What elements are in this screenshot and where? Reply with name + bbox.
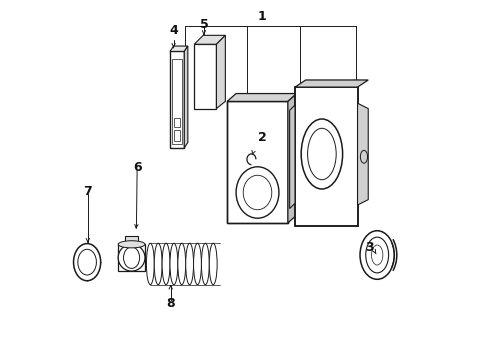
Bar [174, 130, 180, 141]
Ellipse shape [147, 243, 154, 285]
Ellipse shape [360, 231, 394, 279]
Text: 1: 1 [258, 10, 267, 23]
Polygon shape [194, 35, 225, 44]
Bar [295, 87, 358, 226]
Polygon shape [170, 46, 188, 51]
Text: 5: 5 [199, 18, 208, 31]
Text: 3: 3 [365, 241, 374, 255]
Polygon shape [290, 105, 295, 208]
Ellipse shape [118, 244, 145, 271]
Polygon shape [227, 102, 288, 223]
Ellipse shape [118, 241, 145, 248]
Ellipse shape [178, 243, 186, 285]
Bar [174, 118, 180, 127]
Text: 6: 6 [133, 161, 142, 174]
Ellipse shape [194, 243, 201, 285]
Ellipse shape [201, 243, 209, 285]
Bar [227, 102, 288, 223]
Polygon shape [295, 87, 358, 226]
Bar [172, 59, 182, 144]
Polygon shape [184, 46, 188, 148]
Polygon shape [288, 94, 297, 223]
Ellipse shape [162, 243, 170, 285]
Ellipse shape [209, 243, 217, 285]
Ellipse shape [74, 244, 100, 281]
Text: 2: 2 [258, 131, 267, 144]
Polygon shape [217, 35, 225, 109]
Ellipse shape [154, 243, 162, 285]
Ellipse shape [170, 243, 178, 285]
Text: 7: 7 [83, 185, 92, 198]
Polygon shape [358, 103, 368, 205]
Polygon shape [227, 94, 297, 102]
Polygon shape [118, 244, 145, 271]
Text: 8: 8 [167, 297, 175, 310]
Polygon shape [170, 51, 184, 148]
Polygon shape [295, 80, 368, 87]
Polygon shape [194, 44, 217, 109]
Text: 4: 4 [169, 24, 178, 37]
Bar [124, 237, 138, 244]
Ellipse shape [186, 243, 194, 285]
